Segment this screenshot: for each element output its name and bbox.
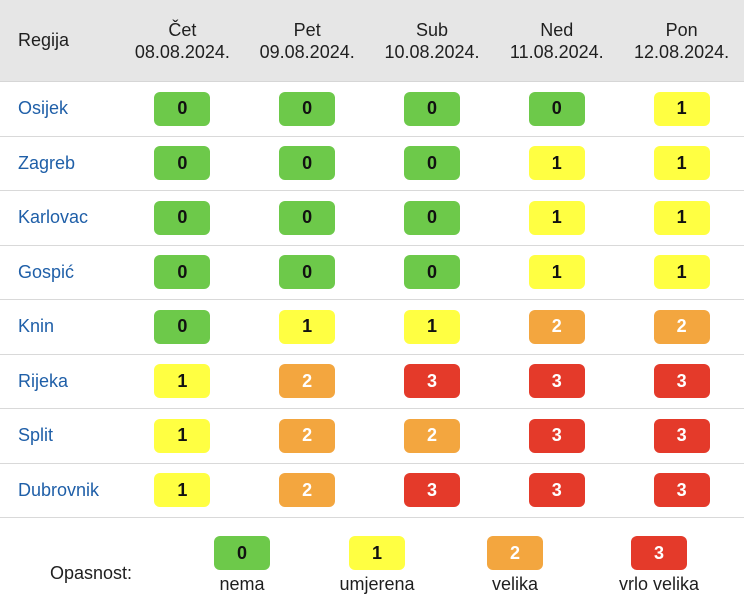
region-link-dubrovnik[interactable]: Dubrovnik	[18, 479, 100, 500]
risk-badge: 1	[653, 200, 710, 235]
legend-label: nema	[219, 574, 265, 594]
risk-badge: 0	[279, 146, 336, 181]
legend-item-3: 3 vrlo velika	[599, 536, 719, 595]
risk-badge: 0	[154, 309, 211, 344]
risk-badge: 2	[279, 364, 336, 399]
region-link-rijeka[interactable]: Rijeka	[18, 370, 69, 391]
day-date: 09.08.2024.	[259, 41, 355, 62]
day-date: 08.08.2024.	[134, 41, 230, 62]
risk-badge: 3	[528, 418, 585, 453]
table-header: Regija Čet 08.08.2024. Pet 09.08.2024. S…	[0, 0, 744, 82]
risk-badge: 2	[279, 473, 336, 508]
risk-badge: 3	[403, 473, 460, 508]
region-link-knin[interactable]: Knin	[18, 316, 55, 337]
day-name: Sub	[415, 19, 448, 40]
risk-badge: 0	[279, 255, 336, 290]
risk-badge: 1	[528, 200, 585, 235]
risk-badge: 1	[528, 146, 585, 181]
region-link-osijek[interactable]: Osijek	[18, 98, 69, 119]
day-name: Pon	[665, 19, 698, 40]
risk-badge: 0	[528, 91, 585, 126]
risk-badge: 1	[653, 91, 710, 126]
legend-item-1: 1 umjerena	[317, 536, 437, 595]
risk-badge: 2	[528, 309, 585, 344]
table-row-gospic: Gospić 0 0 0 1 1	[0, 246, 744, 300]
day-header-2: Pet 09.08.2024.	[245, 19, 370, 63]
risk-badge: 0	[279, 200, 336, 235]
legend-item-0: 0 nema	[182, 536, 302, 595]
legend-label: velika	[491, 574, 539, 594]
risk-badge: 1	[653, 146, 710, 181]
risk-badge: 0	[279, 91, 336, 126]
legend-badge: 2	[487, 536, 543, 570]
legend-badge: 0	[214, 536, 270, 570]
risk-badge: 1	[154, 473, 211, 508]
table-row-rijeka: Rijeka 1 2 3 3 3	[0, 355, 744, 409]
risk-badge: 1	[154, 418, 211, 453]
day-name: Čet	[168, 19, 197, 40]
region-link-gospic[interactable]: Gospić	[18, 261, 75, 282]
day-header-5: Pon 12.08.2024.	[619, 19, 744, 63]
legend-item-2: 2 velika	[455, 536, 575, 595]
legend-title: Opasnost:	[50, 563, 133, 583]
region-header: Regija	[18, 30, 70, 50]
risk-badge: 0	[403, 200, 460, 235]
risk-badge: 2	[653, 309, 710, 344]
table-row-zagreb: Zagreb 0 0 0 1 1	[0, 137, 744, 191]
day-header-1: Čet 08.08.2024.	[120, 19, 245, 63]
risk-badge: 0	[154, 255, 211, 290]
legend-badge: 3	[631, 536, 687, 570]
region-link-split[interactable]: Split	[18, 425, 54, 446]
table-row-osijek: Osijek 0 0 0 0 1	[0, 82, 744, 137]
table-row-split: Split 1 2 2 3 3	[0, 409, 744, 464]
risk-badge: 3	[528, 364, 585, 399]
risk-badge: 1	[403, 309, 460, 344]
risk-badge: 3	[528, 473, 585, 508]
table-row-dubrovnik: Dubrovnik 1 2 3 3 3	[0, 464, 744, 518]
risk-badge: 0	[154, 200, 211, 235]
risk-badge: 0	[403, 91, 460, 126]
risk-badge: 3	[403, 364, 460, 399]
table-row-karlovac: Karlovac 0 0 0 1 1	[0, 191, 744, 246]
day-header-4: Ned 11.08.2024.	[494, 19, 619, 63]
risk-badge: 3	[653, 473, 710, 508]
risk-table: Regija Čet 08.08.2024. Pet 09.08.2024. S…	[0, 0, 744, 518]
legend-badge: 1	[349, 536, 405, 570]
day-header-3: Sub 10.08.2024.	[370, 19, 495, 63]
risk-badge: 0	[403, 146, 460, 181]
risk-badge: 0	[154, 91, 211, 126]
risk-badge: 1	[653, 255, 710, 290]
day-date: 10.08.2024.	[384, 41, 480, 62]
risk-legend: Opasnost: 0 nema 1 umjerena 2 velika 3 v…	[0, 528, 744, 609]
table-row-knin: Knin 0 1 1 2 2	[0, 300, 744, 355]
risk-badge: 3	[653, 364, 710, 399]
risk-badge: 1	[279, 309, 336, 344]
risk-badge: 1	[154, 364, 211, 399]
region-link-karlovac[interactable]: Karlovac	[18, 207, 89, 228]
risk-badge: 0	[154, 146, 211, 181]
risk-badge: 0	[403, 255, 460, 290]
day-date: 11.08.2024.	[509, 41, 604, 62]
region-link-zagreb[interactable]: Zagreb	[18, 152, 76, 173]
day-name: Pet	[293, 19, 321, 40]
day-date: 12.08.2024.	[634, 41, 730, 62]
legend-label: umjerena	[339, 574, 415, 594]
risk-badge: 2	[403, 418, 460, 453]
risk-badge: 3	[653, 418, 710, 453]
legend-label: vrlo velika	[618, 574, 700, 594]
day-name: Ned	[540, 19, 574, 40]
risk-badge: 1	[528, 255, 585, 290]
risk-badge: 2	[279, 418, 336, 453]
